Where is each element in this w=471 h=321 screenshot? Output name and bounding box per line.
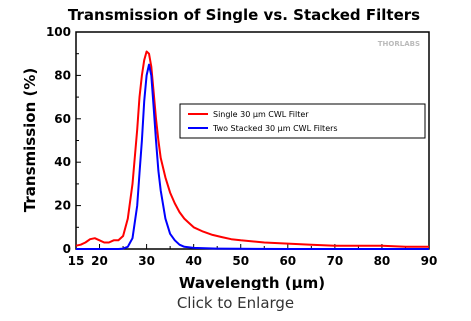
y-tick-label: 40 bbox=[54, 155, 71, 169]
legend-label-stacked: Two Stacked 30 µm CWL Filters bbox=[212, 124, 338, 133]
series-line-0 bbox=[75, 50, 429, 248]
click-to-enlarge-link[interactable]: Click to Enlarge bbox=[176, 294, 295, 312]
x-tick-label: 50 bbox=[232, 254, 249, 268]
x-axis-label: Wavelength (µm) bbox=[179, 274, 325, 290]
y-tick-label: 80 bbox=[54, 68, 71, 82]
y-tick-label: 60 bbox=[54, 112, 71, 126]
legend: Single 30 µm CWL Filter Two Stacked 30 µ… bbox=[179, 103, 426, 139]
plot-area bbox=[75, 31, 430, 250]
transmission-chart: Transmission of Single vs. Stacked Filte… bbox=[21, 6, 437, 290]
x-tick-label: 15 bbox=[68, 254, 85, 268]
chart-title: Transmission of Single vs. Stacked Filte… bbox=[68, 6, 420, 24]
series-line-1 bbox=[76, 63, 429, 250]
x-tick-label: 30 bbox=[138, 254, 155, 268]
y-tick-label: 20 bbox=[54, 199, 71, 213]
series-lines bbox=[75, 50, 429, 250]
legend-label-single: Single 30 µm CWL Filter bbox=[213, 110, 309, 119]
x-tick-label: 60 bbox=[279, 254, 296, 268]
x-tick-label: 90 bbox=[421, 254, 438, 268]
x-tick-label: 70 bbox=[327, 254, 344, 268]
legend-box bbox=[179, 103, 426, 139]
x-tick-label: 20 bbox=[91, 254, 108, 268]
watermark-logo: THORLABS bbox=[378, 40, 420, 48]
y-tick-label: 0 bbox=[63, 242, 71, 256]
y-tick-label: 100 bbox=[46, 25, 71, 39]
y-axis-label: Transmission (%) bbox=[21, 68, 39, 212]
x-tick-label: 80 bbox=[374, 254, 391, 268]
x-tick-label: 40 bbox=[185, 254, 202, 268]
axis-ticks: 15 20 30 40 50 60 70 80 90 0 20 40 60 80 100 bbox=[46, 25, 437, 268]
